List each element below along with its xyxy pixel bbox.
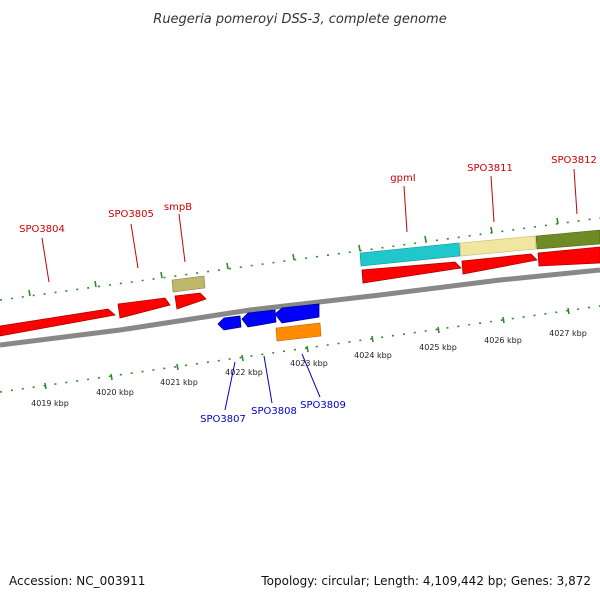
cds-arrow-spo3807[interactable] [217, 315, 242, 331]
gene-label-smpb[interactable]: smpB [164, 202, 192, 213]
forward-cds-track [0, 246, 600, 337]
cds-arrow-smpb[interactable] [174, 292, 207, 310]
top-gene-labels: SPO3804 SPO3805 smpB gpmI SPO3811 SPO381… [19, 155, 597, 235]
inner-tick-track [0, 305, 600, 393]
cds-arrow-spo3804[interactable] [0, 308, 116, 337]
gene-label-spo3807[interactable]: SPO3807 [200, 414, 246, 425]
cds-arrow-spo3805[interactable] [117, 297, 171, 319]
feature-block-spo3809[interactable] [275, 322, 322, 342]
gene-label-spo3811[interactable]: SPO3811 [467, 163, 513, 174]
reverse-cds-track [217, 303, 320, 331]
kbp-label-4027: 4027 kbp [549, 329, 587, 338]
kbp-label-4020: 4020 kbp [96, 388, 134, 397]
gene-label-spo3804[interactable]: SPO3804 [19, 224, 65, 235]
cds-arrow-spo3808[interactable] [241, 309, 277, 328]
cds-arrow-spo3809[interactable] [274, 303, 320, 324]
kbp-label-4021: 4021 kbp [160, 378, 198, 387]
cds-arrow-spo3812[interactable] [537, 246, 600, 267]
feature-block-smpb[interactable] [171, 275, 206, 293]
kbp-label-4024: 4024 kbp [354, 351, 392, 360]
kbp-label-4026: 4026 kbp [484, 336, 522, 345]
kbp-tick-labels: 4019 kbp 4020 kbp 4021 kbp 4022 kbp 4023… [31, 329, 587, 408]
bottom-gene-labels: SPO3807 SPO3808 SPO3809 [200, 400, 346, 425]
outer-tick-track [0, 217, 600, 301]
kbp-label-4019: 4019 kbp [31, 399, 69, 408]
top-leader-lines [41, 168, 578, 283]
cds-arrow-gpmi[interactable] [361, 261, 462, 284]
accession-label: Accession: NC_003911 [9, 574, 146, 588]
gene-label-spo3805[interactable]: SPO3805 [108, 209, 154, 220]
cds-arrow-spo3811[interactable] [461, 253, 538, 275]
feature-blocks [171, 229, 600, 342]
map-title: Ruegeria pomeroyi DSS-3, complete genome [153, 12, 446, 27]
gene-label-gpmi[interactable]: gpmI [390, 173, 415, 184]
gene-label-spo3809[interactable]: SPO3809 [300, 400, 346, 411]
bottom-leader-lines [224, 353, 321, 411]
feature-block-spo3811[interactable] [459, 235, 537, 257]
gene-label-spo3812[interactable]: SPO3812 [551, 155, 597, 166]
topology-summary: Topology: circular; Length: 4,109,442 bp… [261, 574, 591, 588]
genome-backbone [0, 267, 600, 348]
kbp-label-4025: 4025 kbp [419, 343, 457, 352]
feature-block-gpmi[interactable] [359, 242, 461, 267]
kbp-label-4022: 4022 kbp [225, 368, 263, 377]
feature-block-spo3812[interactable] [535, 229, 600, 250]
gene-label-spo3808[interactable]: SPO3808 [251, 406, 297, 417]
kbp-label-4023: 4023 kbp [290, 359, 328, 368]
